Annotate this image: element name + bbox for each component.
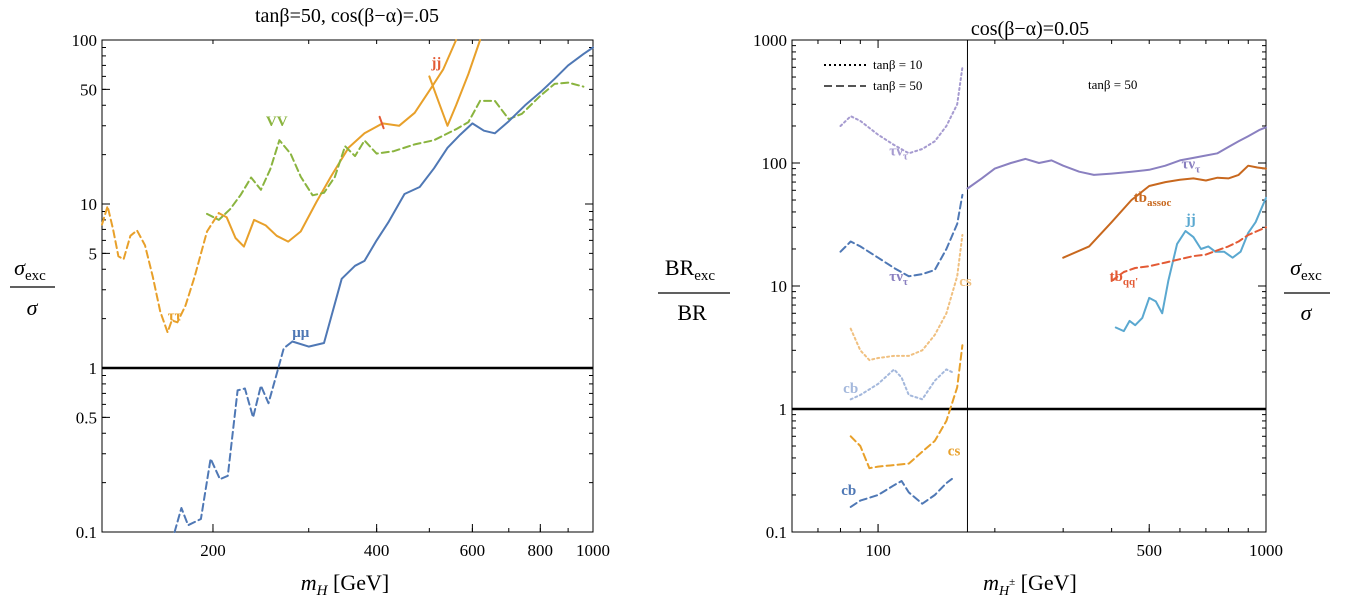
series-segment-line	[217, 39, 458, 248]
series-label: ττ	[168, 308, 182, 324]
x-tick-label: 200	[200, 541, 226, 560]
right-axis-ticks: 0.1 1 10 100 1000 100 500 1000	[753, 31, 1283, 560]
y-tick-label: 100	[72, 31, 98, 50]
series-label: τντ	[889, 144, 908, 163]
series-tbassoc-line	[1062, 164, 1267, 259]
series-label: tbqq'	[1109, 269, 1138, 288]
y-tick-label: 1	[89, 359, 98, 378]
x-tick-label: 1000	[576, 541, 610, 560]
y-tick-label: 100	[762, 154, 788, 173]
left-x-axis-label: mH [GeV]	[301, 570, 389, 599]
y-tick-label: 10	[80, 195, 97, 214]
series-label: τντ	[889, 269, 908, 288]
y-tick-label: 10	[770, 277, 787, 296]
series-tbqq-line	[1110, 226, 1267, 282]
right-legend: tanβ = 10 tanβ = 50	[824, 57, 922, 93]
series-jj-line	[428, 39, 482, 127]
y-tick-label: 50	[80, 80, 97, 99]
series-cs-line	[849, 234, 964, 362]
series--line	[839, 193, 964, 278]
series-jj-line	[1114, 196, 1267, 333]
series--line	[101, 205, 220, 334]
left-chart-panel: tanβ=50, cos(β−α)=.05 0.1 0.5 1 5 10 50 100 200…	[10, 5, 610, 599]
series-segment-line	[291, 46, 594, 348]
x-tick-label: 100	[865, 541, 891, 560]
svg-text:σexc: σexc	[1290, 255, 1322, 284]
series-label: cs	[948, 443, 961, 459]
x-tick-label: 400	[364, 541, 390, 560]
svg-text:σ: σ	[27, 295, 39, 320]
series-cs-line	[849, 344, 964, 470]
series-label: VV	[266, 114, 288, 130]
left-series-labels: ττ VV jj μμ	[168, 55, 442, 340]
right-y-axis-label: BRexc BR	[658, 255, 730, 325]
svg-text:BRexc: BRexc	[665, 255, 716, 284]
legend-tanb50: tanβ = 50	[873, 78, 922, 93]
x-tick-label: 800	[528, 541, 554, 560]
series-label: μμ	[292, 325, 310, 341]
region-label-tanb50: tanβ = 50	[1088, 77, 1137, 92]
series-label: cs	[959, 274, 972, 290]
series--line	[173, 340, 294, 533]
right-x-axis-label: mH± [GeV]	[983, 570, 1077, 599]
y-tick-label: 0.5	[76, 408, 97, 427]
series-cb-line	[849, 368, 953, 401]
svg-text:σ: σ	[1301, 300, 1313, 325]
left-series-group	[101, 39, 594, 533]
y-tick-label: 1000	[753, 31, 787, 50]
right-series-labels: τντ τντ cs cb cs cb τντ tbassoc jj tbqq'	[841, 144, 1200, 499]
svg-text:mH [GeV]: mH [GeV]	[301, 570, 389, 599]
series-label: jj	[430, 55, 441, 71]
series--line	[966, 126, 1267, 190]
svg-text:σexc: σexc	[14, 255, 46, 284]
left-chart-title: tanβ=50, cos(β−α)=.05	[255, 5, 439, 27]
series-label: cb	[841, 483, 856, 499]
right-chart-title: cos(β−α)=0.05	[971, 18, 1089, 40]
right-chart-panel: cos(β−α)=0.05 0.1 1 10 100 1000 100 500 1000 τν…	[658, 18, 1330, 599]
y-tick-label: 0.1	[766, 523, 787, 542]
x-tick-label: 600	[460, 541, 486, 560]
series-label: tbassoc	[1134, 190, 1172, 209]
right-series-group	[792, 40, 1267, 532]
series-label: τντ	[1181, 157, 1200, 176]
legend-tanb10: tanβ = 10	[873, 57, 922, 72]
svg-text:mH± [GeV]: mH± [GeV]	[983, 570, 1077, 599]
series--line	[839, 66, 964, 155]
x-tick-label: 1000	[1249, 541, 1283, 560]
y-tick-label: 5	[89, 244, 98, 263]
series-segment-line	[378, 115, 385, 130]
series-label: jj	[1185, 212, 1196, 228]
svg-text:BR: BR	[677, 300, 707, 325]
left-axis-ticks: 0.1 0.5 1 5 10 50 100 200 400 600 800 1000	[72, 31, 611, 560]
y-tick-label: 0.1	[76, 523, 97, 542]
left-y-axis-label: σexc σ	[10, 255, 55, 320]
left-plot-frame	[101, 39, 594, 533]
x-tick-label: 500	[1136, 541, 1162, 560]
right-secondary-y-label: σexc σ	[1284, 255, 1330, 325]
series-cb-line	[849, 477, 953, 508]
y-tick-label: 1	[779, 400, 788, 419]
right-plot-frame	[791, 39, 1267, 533]
series-label: cb	[843, 381, 858, 397]
